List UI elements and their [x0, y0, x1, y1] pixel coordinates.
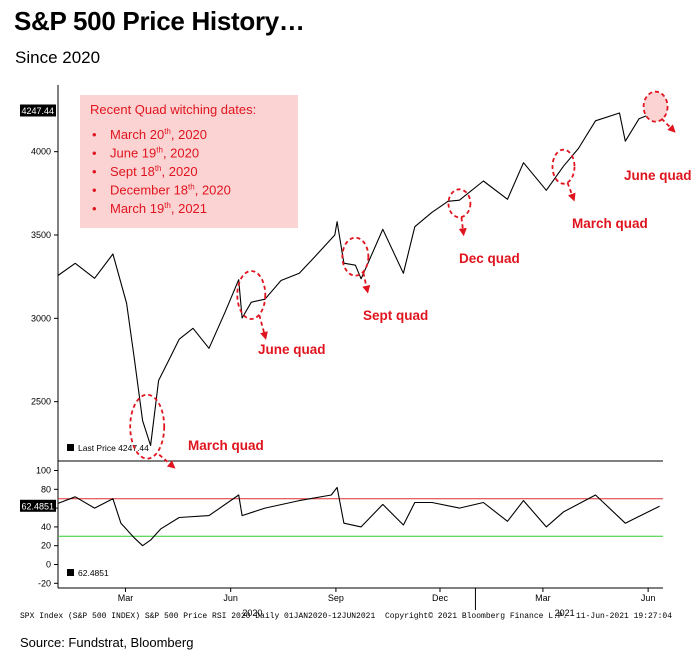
quad-date-item: June 19th, 2020 — [110, 146, 199, 161]
x-tick-label: Mar — [118, 593, 134, 603]
page-subtitle: Since 2020 — [15, 48, 101, 67]
x-tick-label: Dec — [432, 593, 449, 603]
rsi-legend-label: 62.4851 — [78, 568, 109, 578]
price-y-tick-label: 3500 — [31, 230, 51, 240]
quad-arrow — [566, 182, 576, 202]
quad-bullet: • — [92, 146, 97, 161]
rsi-y-tick-label: 20 — [41, 541, 51, 551]
chart: 2500300035004000100806040200-204247.4462… — [20, 85, 692, 621]
last-price-tag: 4247.44 — [20, 104, 56, 117]
quad-arrow — [458, 217, 467, 237]
price-legend-label: Last Price 4247.44 — [78, 443, 149, 453]
quad-box-heading: Recent Quad witching dates: — [90, 102, 256, 117]
source-note: Source: Fundstrat, Bloomberg — [20, 635, 194, 650]
quad-bullet: • — [92, 164, 97, 179]
price-y-tick-label: 4000 — [31, 147, 51, 157]
price-series-line — [57, 109, 660, 447]
last-price-tag-bg — [20, 104, 56, 117]
price-y-tick-label: 2500 — [31, 397, 51, 407]
rsi-y-tick-label: -20 — [38, 578, 51, 588]
bloomberg-footer-right: 11-Jun-2021 19:27:04 — [576, 612, 672, 621]
rsi-value-tag-bg — [20, 499, 56, 512]
quad-label: June quad — [624, 168, 692, 183]
x-tick-label: Jun — [641, 593, 656, 603]
quad-ellipse — [447, 188, 472, 219]
quad-box — [80, 95, 298, 228]
rsi-value-tag: 62.4851 — [20, 499, 56, 512]
quad-label: Sept quad — [363, 308, 428, 323]
quad-arrow — [258, 314, 268, 340]
rsi-y-tick-label: 0 — [46, 560, 51, 570]
quad-arrow — [362, 272, 371, 294]
x-tick-label: Sep — [328, 593, 344, 603]
x-tick-label: Jun — [223, 593, 238, 603]
rsi-legend-swatch — [67, 569, 74, 576]
quad-ellipse — [129, 393, 166, 460]
quad-label: Dec quad — [459, 251, 520, 266]
price-y-tick-label: 3000 — [31, 313, 51, 323]
quad-date-item: March 20th, 2020 — [110, 127, 207, 142]
quad-ellipse — [551, 148, 576, 185]
rsi-y-tick-label: 40 — [41, 522, 51, 532]
quad-bullet: • — [92, 183, 97, 198]
x-year-label: 2020 — [242, 608, 262, 618]
quad-ellipse — [642, 90, 669, 123]
quad-date-item: March 19th, 2021 — [110, 201, 207, 216]
quad-arrow — [158, 453, 176, 469]
last-price-tag-text: 4247.44 — [21, 106, 54, 116]
x-year-label: 2021 — [555, 608, 575, 618]
rsi-value-tag-text: 62.4851 — [21, 501, 54, 511]
page-title: S&P 500 Price History… — [14, 6, 305, 36]
quad-date-item: December 18th, 2020 — [110, 183, 231, 198]
quad-bullet: • — [92, 201, 97, 216]
quad-ellipse — [341, 236, 370, 277]
rsi-y-tick-label: 100 — [36, 466, 51, 476]
quad-label: March quad — [572, 216, 648, 231]
price-legend-swatch — [67, 444, 74, 451]
rsi-y-tick-label: 80 — [41, 484, 51, 494]
quad-date-item: Sept 18th, 2020 — [110, 164, 198, 179]
rsi-series-line — [57, 486, 660, 547]
quad-arrow — [660, 118, 676, 133]
quad-label: June quad — [258, 342, 326, 357]
quad-bullet: • — [92, 127, 97, 142]
x-tick-label: Mar — [535, 593, 551, 603]
bloomberg-footer-mid: Copyright© 2021 Bloomberg Finance L.P. — [385, 612, 567, 621]
bloomberg-footer-left: SPX Index (S&P 500 INDEX) S&P 500 Price … — [20, 612, 375, 621]
quad-ellipse — [236, 270, 267, 320]
quad-label: March quad — [188, 438, 264, 453]
